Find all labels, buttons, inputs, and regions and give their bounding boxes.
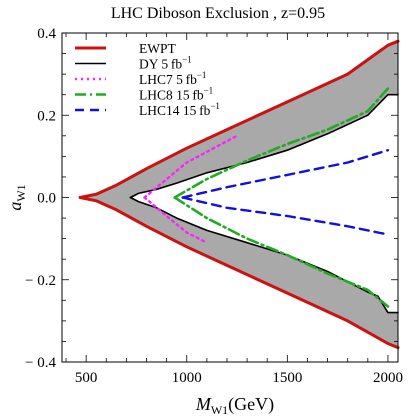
y-axis-title: aW1 [5, 184, 28, 210]
excluded-band-upper [80, 41, 398, 198]
axes-layer: 500 1000 1500 2000 − 0.4 − 0.2 0.0 0.2 0.4 MW1(Ge… [5, 26, 403, 416]
x-tick-label: 1000 [172, 370, 202, 386]
y-tick-label: 0.0 [37, 191, 56, 207]
y-tick-label: 0.2 [37, 108, 56, 124]
x-axis-title: MW1(GeV) [195, 394, 274, 416]
series-ewpt-lower [78, 196, 400, 350]
series-dy-upper [129, 93, 399, 199]
x-tick-label: 1500 [272, 370, 302, 386]
series-lhc8-upper [173, 87, 390, 199]
y-tick-label: − 0.2 [25, 273, 56, 289]
chart-title: LHC Diboson Exclusion , z=0.95 [111, 5, 325, 22]
series-lhc14-upper [181, 148, 390, 199]
y-tick-label: − 0.4 [25, 355, 56, 371]
x-tick-label: 500 [75, 370, 98, 386]
legend-label-lhc8: LHC8 15 fb−1 [139, 86, 213, 103]
legend-label-lhc14: LHC14 15 fb−1 [139, 101, 220, 118]
y-tick-label: 0.4 [37, 26, 56, 42]
legend-label-lhc7: LHC7 5 fb−1 [139, 70, 206, 87]
series-lhc14-lower [181, 196, 390, 236]
legend-label-dy: DY 5 fb−1 [139, 55, 192, 72]
series-lhc8-lower [173, 196, 390, 308]
legend-label-ewpt: EWPT [139, 41, 176, 56]
plot-layer [78, 39, 400, 350]
x-tick-label: 2000 [373, 370, 403, 386]
series-lhc7-lower [143, 196, 209, 244]
series-lhc7-upper [143, 134, 239, 199]
series-ewpt-upper [78, 39, 400, 199]
